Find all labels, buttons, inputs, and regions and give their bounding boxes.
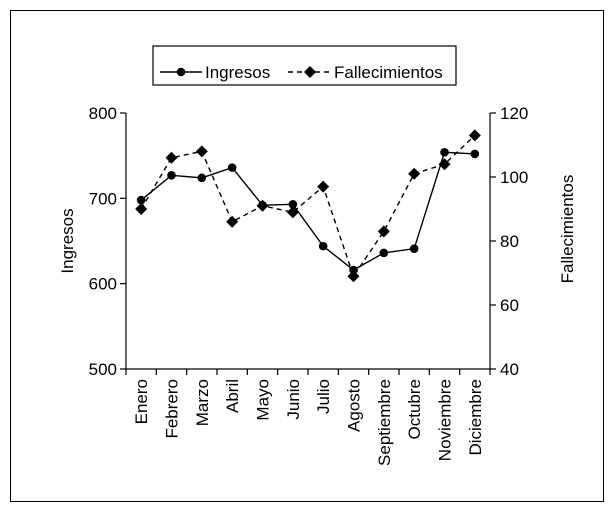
x-category-label: Marzo — [193, 379, 212, 426]
y-axis-title-right: Fallecimientos — [558, 175, 577, 284]
data-point-ingresos — [227, 163, 237, 172]
x-category-label: Julio — [314, 379, 333, 414]
data-point-ingresos — [167, 170, 176, 180]
x-category-label: Agosto — [345, 379, 364, 432]
y-axis-title-left: Ingresos — [58, 208, 77, 273]
series-fallecimientos — [135, 129, 481, 283]
data-point-fallecimientos — [377, 225, 390, 238]
data-point-ingresos — [136, 195, 146, 205]
x-category-label: Enero — [132, 379, 151, 424]
right-tick-label: 120 — [500, 104, 528, 123]
data-point-fallecimientos — [256, 199, 269, 212]
x-category-label: Febrero — [163, 379, 182, 439]
left-tick-label: 700 — [89, 189, 117, 208]
data-point-ingresos — [197, 173, 207, 183]
right-tick-label: 40 — [500, 360, 519, 379]
x-category-label: Octubre — [405, 379, 424, 439]
left-tick-label: 800 — [89, 104, 117, 123]
data-point-ingresos — [409, 244, 419, 253]
data-point-fallecimientos — [135, 203, 148, 215]
data-point-fallecimientos — [347, 270, 360, 283]
data-point-fallecimientos — [165, 151, 178, 164]
left-tick-label: 500 — [89, 360, 117, 379]
data-point-ingresos — [318, 241, 328, 251]
data-point-ingresos — [470, 149, 480, 159]
x-category-label: Diciembre — [466, 379, 485, 456]
data-point-fallecimientos — [195, 145, 208, 158]
data-point-fallecimientos — [468, 129, 481, 142]
legend-label-ingresos: Ingresos — [205, 63, 270, 82]
data-point-fallecimientos — [286, 206, 299, 219]
right-tick-label: 80 — [500, 232, 519, 251]
data-point-ingresos — [440, 147, 449, 157]
right-tick-label: 60 — [500, 296, 519, 315]
x-category-label: Mayo — [254, 379, 273, 421]
x-category-label: Noviembre — [436, 379, 455, 461]
chart-frame — [10, 10, 604, 502]
data-point-fallecimientos — [317, 180, 330, 193]
left-tick-label: 600 — [89, 275, 117, 294]
data-point-fallecimientos — [226, 215, 239, 228]
data-point-ingresos — [288, 200, 298, 209]
legend-marker-ingresos — [176, 67, 186, 77]
data-point-fallecimientos — [408, 167, 421, 180]
series-ingresos — [136, 147, 480, 275]
right-axis-ticks: 40 60 80 100 120 — [490, 104, 528, 379]
x-category-label: Junio — [284, 379, 303, 420]
x-category-label: Abril — [223, 379, 242, 413]
legend: Ingresos Fallecimientos — [152, 45, 457, 86]
series-line-fallecimientos — [140, 134, 476, 278]
x-category-label: Septiembre — [375, 379, 394, 466]
right-tick-label: 100 — [500, 168, 528, 187]
legend-marker-fallecimientos — [304, 66, 316, 78]
x-axis-ticks: Enero Febrero Marzo Abril Mayo Junio Julio Agos… — [125, 369, 491, 466]
legend-box — [152, 45, 457, 86]
series-layer — [135, 129, 481, 283]
data-point-fallecimientos — [438, 158, 451, 171]
left-axis-ticks: 500 600 700 800 — [89, 104, 126, 379]
data-point-ingresos — [379, 248, 389, 258]
series-line-ingresos — [140, 151, 475, 271]
legend-label-fallecimientos: Fallecimientos — [334, 63, 443, 82]
